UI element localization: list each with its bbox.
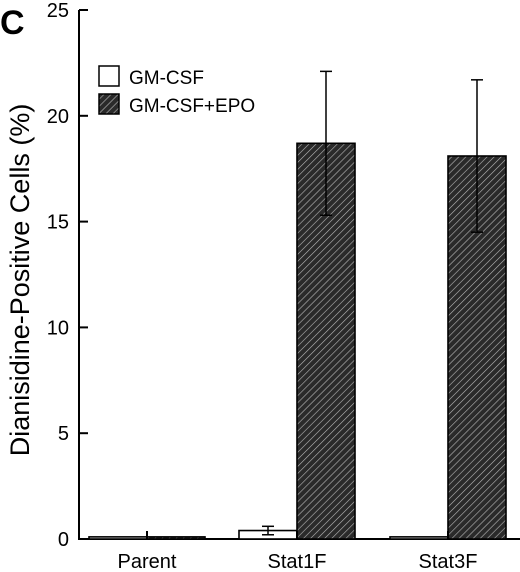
bar-gm-csf-stat3f (389, 536, 449, 540)
panel-label: C (0, 4, 25, 42)
y-tick-label: 0 (58, 529, 69, 551)
bars (88, 142, 507, 540)
bar-gm-csf-parent (88, 536, 148, 540)
legend-label-gm-csf: GM-CSF (129, 68, 204, 89)
legend-swatch-gm-csf (98, 65, 120, 87)
x-tick-label: Parent (118, 551, 177, 572)
x-tick-label: Stat1F (268, 551, 327, 572)
y-tick-label: 10 (47, 317, 69, 339)
y-tick-label: 15 (47, 212, 69, 234)
error-bars (262, 70, 483, 536)
legend-swatch-gm-csf-epo (98, 93, 120, 115)
x-tick-label: Stat3F (419, 551, 478, 572)
bar-gm-csf-epo-parent (146, 536, 206, 540)
y-tick-label: 20 (47, 106, 69, 128)
legend: GM-CSF GM-CSF+EPO (98, 65, 255, 117)
y-axis-ticks: 0 5 10 15 20 25 (47, 0, 88, 551)
y-tick-label: 5 (58, 423, 69, 445)
legend-label-gm-csf-epo: GM-CSF+EPO (129, 96, 255, 117)
y-axis-label: Dianisidine-Positive Cells (%) (5, 104, 35, 457)
y-tick-label: 25 (47, 0, 69, 22)
x-axis-labels: Parent Stat1F Stat3F (118, 531, 478, 572)
